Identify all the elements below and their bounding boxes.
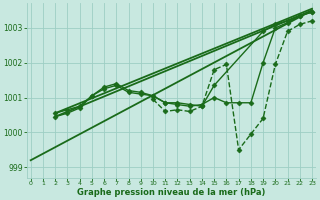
X-axis label: Graphe pression niveau de la mer (hPa): Graphe pression niveau de la mer (hPa)	[77, 188, 266, 197]
